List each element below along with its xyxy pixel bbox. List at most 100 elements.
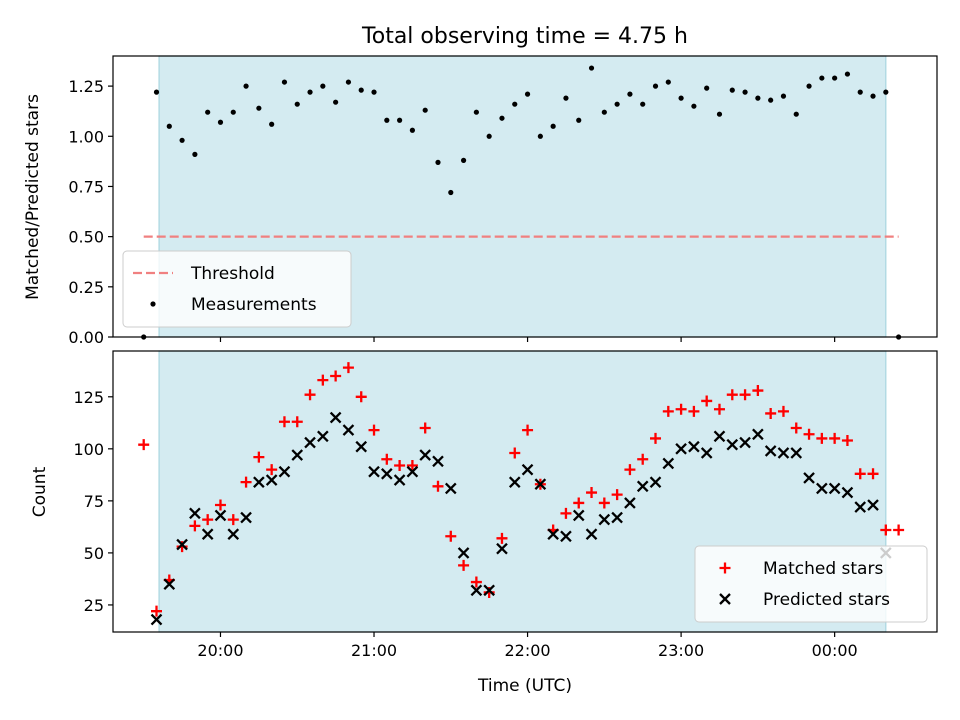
predicted-star-point <box>150 613 163 626</box>
matched-star-point <box>381 453 393 465</box>
predicted-star-point <box>534 478 547 491</box>
predicted-star-point <box>470 584 483 597</box>
bottom-y-tick-label: 100 <box>73 440 104 459</box>
predicted-star-point <box>189 507 201 520</box>
measurement-point <box>499 115 505 121</box>
predicted-star-point <box>381 467 393 480</box>
measurement-point <box>729 87 735 93</box>
measurement-point <box>857 89 863 95</box>
measurement-point <box>358 87 364 93</box>
measurement-point <box>832 75 838 81</box>
predicted-star-point <box>201 528 214 540</box>
measurement-point <box>192 151 198 157</box>
measurement-point <box>819 75 825 81</box>
x-tick-label: 00:00 <box>812 641 858 660</box>
measurement-point <box>704 85 710 91</box>
predicted-star-point <box>176 538 188 551</box>
measurement-point <box>780 93 787 99</box>
predicted-star-point <box>419 449 432 461</box>
predicted-star-point <box>611 511 623 524</box>
predicted-star-point <box>854 501 867 513</box>
predicted-star-point <box>291 449 304 461</box>
predicted-star-point <box>752 428 764 441</box>
measurement-point <box>473 109 479 115</box>
predicted-star-point <box>253 476 265 488</box>
matched-star-point <box>151 605 163 617</box>
measurement-point <box>576 117 582 123</box>
matched-star-point <box>227 514 239 526</box>
measurement-point <box>601 109 607 115</box>
measurement-point <box>230 109 236 115</box>
matched-star-point <box>790 422 802 434</box>
predicted-star-point <box>508 476 521 488</box>
measurement-point <box>460 157 467 163</box>
matched-star-point <box>829 432 841 444</box>
matched-star-point <box>650 432 662 444</box>
matched-star-point <box>611 489 623 501</box>
matched-star-point <box>253 451 265 463</box>
measurement-point <box>550 123 556 129</box>
predicted-star-point <box>521 463 534 476</box>
measurement-point <box>179 137 185 143</box>
bottom-y-axis-label: Count <box>30 466 50 517</box>
measurement-point <box>243 83 249 89</box>
matched-star-point <box>816 432 828 444</box>
predicted-star-point <box>393 474 406 486</box>
matched-star-point <box>214 499 226 511</box>
predicted-star-point <box>547 528 559 540</box>
bottom-y-tick-label: 75 <box>84 492 104 511</box>
predicted-star-point <box>444 482 457 495</box>
predicted-star-point <box>688 440 700 453</box>
top-y-tick-label: 0.75 <box>68 177 104 196</box>
top-y-axis-label: Matched/Predicted stars <box>23 94 43 300</box>
matched-star-point <box>701 395 713 407</box>
matched-star-point <box>342 362 354 374</box>
matched-star-point <box>278 416 290 428</box>
matched-star-point <box>752 385 764 397</box>
predicted-star-point <box>483 584 495 597</box>
predicted-star-point <box>713 430 726 443</box>
bottom-legend: Matched stars Predicted stars <box>694 545 928 623</box>
measurement-point <box>281 79 288 85</box>
measurement-point <box>768 97 774 103</box>
top-legend: Threshold Measurements <box>122 250 352 328</box>
top-y-tick-label: 1.00 <box>68 127 104 146</box>
predicted-star-point <box>585 528 598 540</box>
measurement-point <box>153 89 160 95</box>
x-tick-label: 20:00 <box>197 641 243 660</box>
measurement-point <box>524 91 531 97</box>
measurement-point <box>307 89 313 95</box>
matched-star-point <box>445 530 457 542</box>
predicted-star-point <box>496 542 508 555</box>
matched-star-point <box>522 424 534 436</box>
matched-star-point <box>458 559 470 571</box>
measurement-point <box>333 99 339 105</box>
predicted-star-point <box>163 578 176 590</box>
legend-entry-label: Measurements <box>191 295 317 315</box>
measurement-point <box>716 111 723 117</box>
measurement-point <box>691 103 697 109</box>
x-tick-label: 21:00 <box>351 641 397 660</box>
predicted-star-point <box>841 486 854 499</box>
predicted-star-point <box>803 472 815 484</box>
measurement-point <box>409 127 416 133</box>
predicted-star-point <box>240 511 252 524</box>
predicted-star-point <box>739 436 751 449</box>
measurement-point <box>294 101 300 107</box>
bottom-panel: 25 50 75 100 125 20:00 21:00 22:00 23:00 00:00 Mat… <box>73 350 938 660</box>
matched-star-point <box>330 370 342 382</box>
predicted-star-point <box>624 497 636 509</box>
top-y-tick-label: 0.50 <box>68 228 104 247</box>
predicted-star-point <box>368 465 380 478</box>
measurement-point <box>627 91 633 97</box>
predicted-star-point <box>457 547 470 559</box>
top-y-tick-label: 1.25 <box>68 77 104 96</box>
matched-star-point <box>573 497 585 509</box>
bottom-y-tick-label: 50 <box>84 544 104 563</box>
matched-star-point <box>777 405 789 417</box>
top-axes-frame <box>112 55 938 338</box>
matched-star-point <box>662 405 674 417</box>
matched-star-point <box>394 459 406 471</box>
predicted-star-point <box>355 440 368 453</box>
predicted-star-point <box>790 447 803 459</box>
